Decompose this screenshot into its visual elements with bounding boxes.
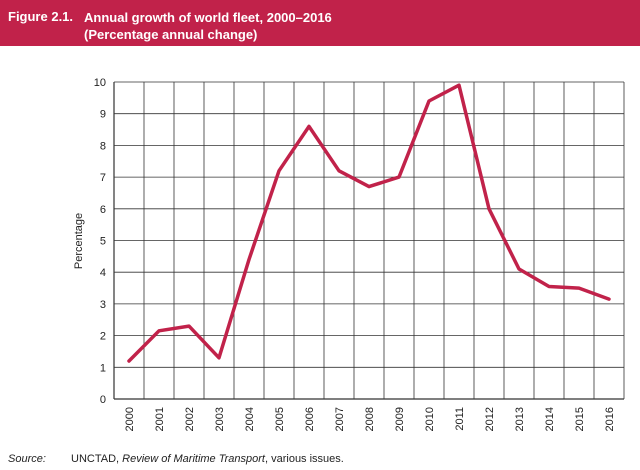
y-tick-label: 0 [100,394,106,406]
x-tick-label: 2008 [364,407,376,431]
figure-subtitle: (Percentage annual change) [84,27,258,42]
x-tick-label: 2007 [334,407,346,431]
y-axis-label: Percentage [73,213,85,269]
x-tick-label: 2012 [484,407,496,431]
y-tick-label: 2 [100,331,106,343]
y-axis-ticks: 0 1 2 3 4 5 6 7 8 9 10 [94,77,106,406]
x-tick-label: 2004 [244,407,256,431]
x-tick-label: 2016 [604,407,616,431]
x-tick-label: 2002 [184,407,196,431]
x-tick-label: 2005 [274,407,286,431]
x-tick-label: 2003 [214,407,226,431]
source-prefix: UNCTAD, [71,453,123,465]
y-tick-label: 5 [100,236,106,248]
source-label: Source: [8,453,46,465]
source-publication: Review of Maritime Transport [122,453,265,465]
y-tick-label: 6 [100,204,106,216]
source-suffix: , various issues. [264,453,344,465]
x-tick-label: 2015 [574,407,586,431]
x-tick-label: 2001 [154,407,166,431]
figure-header: Figure 2.1. Annual growth of world fleet… [0,0,640,46]
chart-grid [113,81,625,400]
y-tick-label: 8 [100,140,106,152]
figure-number: Figure 2.1. [8,9,74,24]
x-tick-label: 2013 [514,407,526,431]
chart-series [127,83,611,363]
x-axis-ticks: 2000 2001 2002 2003 2004 2005 2006 2007 2008 2009… [124,407,616,431]
figure-title-block: Annual growth of world fleet, 2000–2016 … [84,9,332,43]
x-tick-label: 2014 [544,407,556,431]
x-tick-label: 2006 [304,407,316,431]
source-note: Source: UNCTAD, Review of Maritime Transp… [8,453,344,465]
x-tick-label: 2009 [394,407,406,431]
x-tick-label: 2010 [424,407,436,431]
y-tick-label: 10 [94,77,106,89]
x-tick-label: 2011 [454,407,466,431]
series-line [127,83,611,363]
y-tick-label: 4 [100,267,106,279]
y-tick-label: 3 [100,299,106,311]
y-tick-label: 7 [100,172,106,184]
figure-title: Annual growth of world fleet, 2000–2016 [84,10,332,25]
y-tick-label: 9 [100,109,106,121]
y-tick-label: 1 [100,362,106,374]
x-tick-label: 2000 [124,407,136,431]
